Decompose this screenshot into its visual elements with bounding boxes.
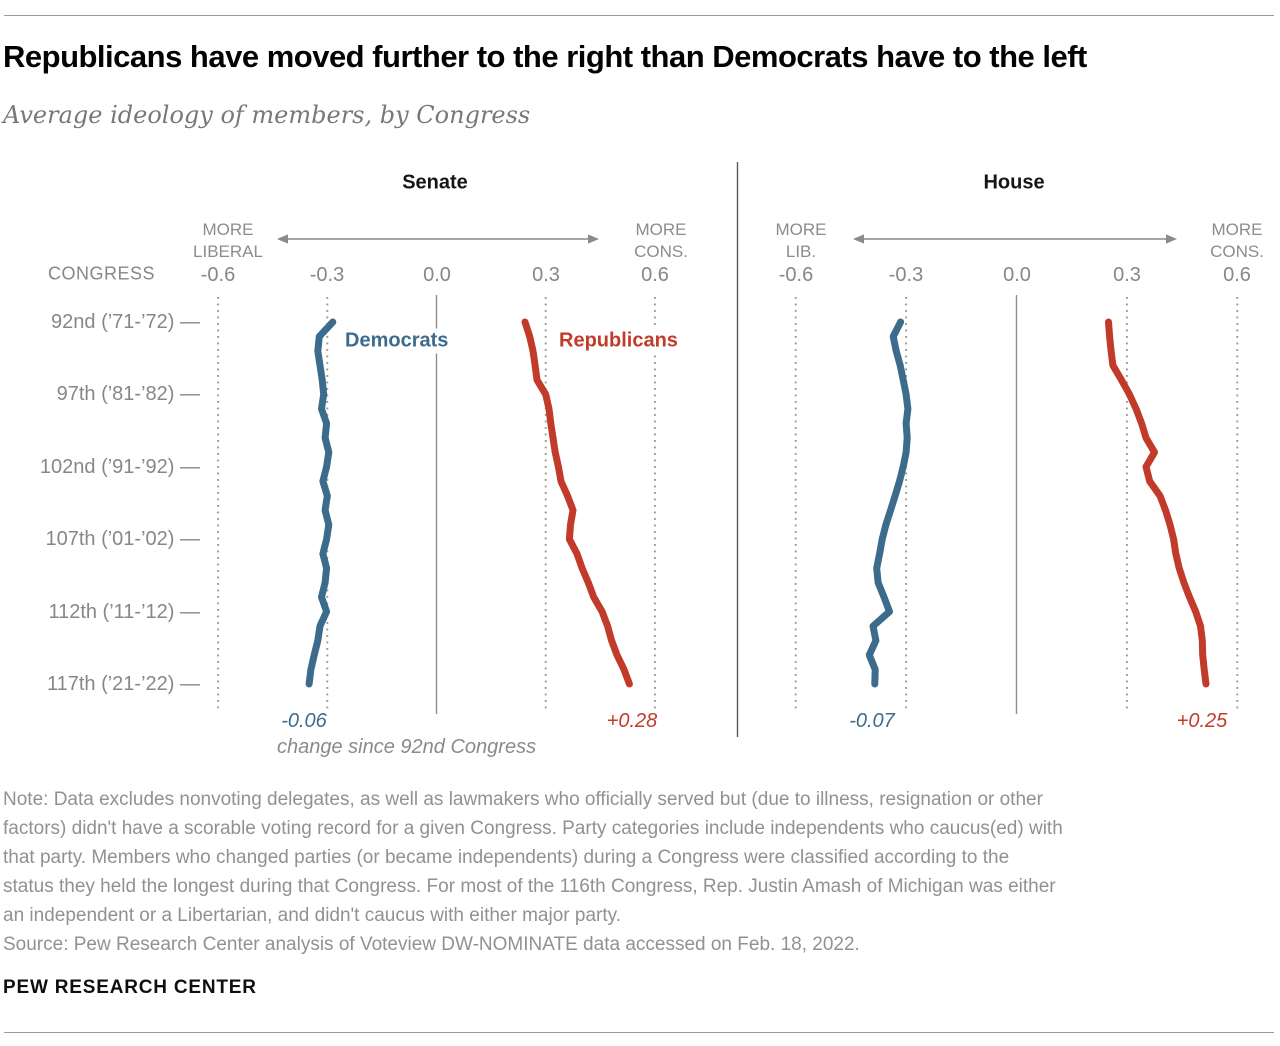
congress-axis-label: CONGRESS [48, 263, 156, 284]
note-text: Note: Data excludes nonvoting delegates,… [3, 785, 1277, 930]
note-line: that party. Members who changed parties … [3, 847, 1010, 868]
direction-label-line: MORE [635, 220, 687, 239]
house-republican-change-value: +0.25 [1176, 710, 1228, 732]
arrowhead-left-icon [853, 234, 864, 244]
congress-row-label: 117th (’21-’22) — [46, 673, 200, 695]
congress-row-label: 112th (’11-’12) — [48, 601, 200, 623]
congress-row-label: 92nd (’71-’72) — [51, 311, 200, 333]
bottom-divider-line [4, 1032, 1274, 1033]
arrowhead-left-icon [277, 234, 288, 244]
note-line: factors) didn't have a scorable voting r… [3, 818, 1063, 839]
democrat-line [865, 318, 912, 688]
x-tick-label: 0.0 [423, 264, 451, 286]
democrat-line [305, 318, 337, 688]
house-more-conservative-label: MORE CONS. [1210, 219, 1264, 263]
republican-line [1105, 318, 1210, 688]
direction-label-line: CONS. [1210, 242, 1264, 261]
chart-canvas [217, 162, 1239, 737]
congress-row-label: 102nd (’91-’92) — [39, 456, 200, 478]
note-line: status they held the longest during that… [3, 876, 1056, 897]
republicans-series-label: Republicans [556, 328, 681, 354]
house-panel-title: House [983, 171, 1045, 194]
senate-more-conservative-label: MORE CONS. [634, 219, 688, 263]
republican-line [521, 318, 633, 688]
senate-more-liberal-label: MORE LIBERAL [193, 219, 263, 263]
senate-democrat-change-value: -0.06 [281, 710, 327, 732]
x-tick-label: 0.6 [641, 264, 669, 286]
pew-research-center-wordmark: PEW RESEARCH CENTER [3, 977, 257, 998]
source-text: Source: Pew Research Center analysis of … [3, 934, 860, 955]
house-democrat-change-value: -0.07 [849, 710, 895, 732]
page-title: Republicans have moved further to the ri… [3, 39, 1087, 74]
house-more-liberal-label: MORE LIB. [776, 219, 827, 263]
x-tick-label: -0.6 [778, 264, 814, 286]
x-tick-label: 0.6 [1223, 264, 1251, 286]
direction-label-line: MORE [1211, 220, 1263, 239]
democrats-series-label: Democrats [342, 328, 452, 354]
x-tick-label: 0.0 [1003, 264, 1031, 286]
note-line: Note: Data excludes nonvoting delegates,… [3, 789, 1043, 810]
direction-label-line: LIBERAL [193, 242, 263, 261]
top-divider-line [4, 15, 1274, 16]
direction-label-line: MORE [202, 220, 254, 239]
x-tick-label: -0.3 [309, 264, 345, 286]
senate-panel-title: Senate [402, 171, 468, 194]
change-since-note: change since 92nd Congress [277, 736, 537, 758]
congress-row-label: 97th (’81-’82) — [56, 383, 200, 405]
direction-label-line: CONS. [634, 242, 688, 261]
x-tick-label: -0.6 [200, 264, 236, 286]
page-subtitle: Average ideology of members, by Congress [3, 101, 531, 129]
note-line: an independent or a Libertarian, and did… [3, 905, 621, 926]
x-tick-label: 0.3 [1113, 264, 1141, 286]
direction-label-line: MORE [775, 220, 827, 239]
x-tick-label: -0.3 [888, 264, 924, 286]
arrowhead-right-icon [588, 234, 599, 244]
congress-row-label: 107th (’01-’02) — [45, 528, 200, 550]
x-tick-label: 0.3 [532, 264, 560, 286]
arrowhead-right-icon [1166, 234, 1177, 244]
direction-label-line: LIB. [785, 242, 817, 261]
senate-republican-change-value: +0.28 [606, 710, 658, 732]
